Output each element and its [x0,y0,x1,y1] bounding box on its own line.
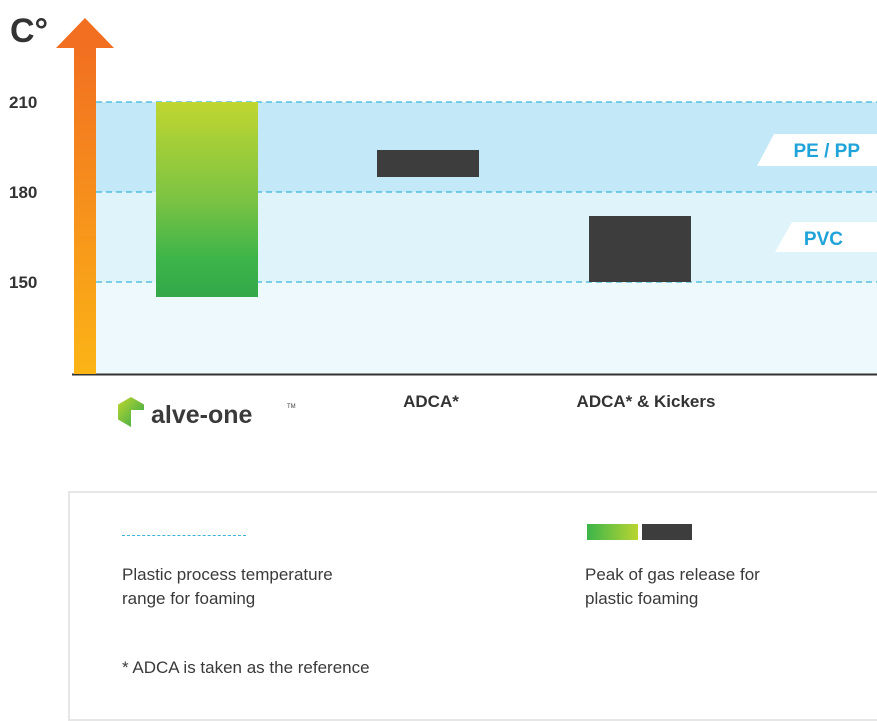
bar-adca-kickers [589,216,691,282]
footnote: * ADCA is taken as the reference [122,658,370,677]
category-label-adca-kickers: ADCA* & Kickers [577,392,716,411]
category-label-adca: ADCA* [403,392,459,411]
y-axis-arrow-head [56,18,114,48]
zone-tag-pvc [775,222,877,252]
alve-one-logo: alve-one TM [118,397,296,429]
y-tick-label-180: 180 [9,183,37,202]
y-axis-unit: C° [10,12,48,50]
legend-range-text: Plastic process temperature range for fo… [122,565,333,608]
zone-label-pvc: PVC [804,229,843,250]
logo-trademark: TM [287,404,296,410]
zone-tag-pe-pp [757,134,877,166]
logo-notch [131,410,144,427]
legend-peak-text: Peak of gas release for plastic foaming [585,565,760,608]
bar-adca [377,150,479,177]
bar-alve-one [156,102,258,297]
logo-text: alve-one [151,401,253,429]
y-tick-label-210: 210 [9,93,37,112]
y-axis-arrow-shaft [74,46,96,374]
legend-dash-line [122,535,246,536]
temperature-range-chart: PE / PP PVC C° 150 180 210 alve-one TM ADC… [9,12,877,429]
legend-green-swatch [587,524,638,540]
zone-label-pe-pp: PE / PP [793,141,860,162]
zone-base [96,282,877,374]
y-tick-label-150: 150 [9,273,37,292]
legend-dark-swatch [642,524,692,540]
